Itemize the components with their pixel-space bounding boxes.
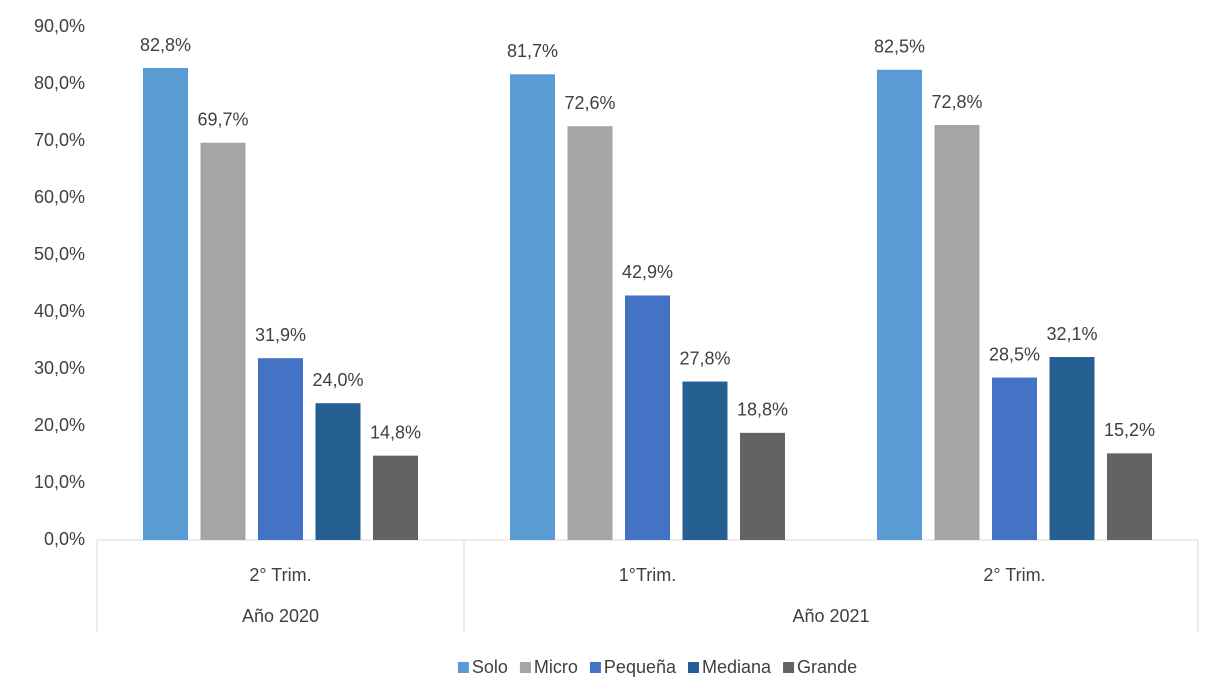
value-label: 82,8% bbox=[140, 35, 191, 55]
bar bbox=[740, 432, 785, 540]
value-label: 28,5% bbox=[989, 344, 1040, 364]
legend-label: Grande bbox=[797, 657, 857, 677]
bar bbox=[682, 381, 728, 540]
legend-swatch bbox=[589, 662, 601, 673]
y-tick-label: 50,0% bbox=[34, 244, 85, 264]
bar bbox=[143, 68, 188, 540]
y-tick-label: 70,0% bbox=[34, 130, 85, 150]
legend-label: Micro bbox=[534, 657, 578, 677]
value-label: 27,8% bbox=[679, 348, 730, 368]
legend-swatch bbox=[519, 662, 531, 673]
value-label: 42,9% bbox=[622, 262, 673, 282]
y-tick-label: 80,0% bbox=[34, 73, 85, 93]
bar bbox=[1049, 357, 1095, 540]
value-label: 82,5% bbox=[874, 37, 925, 57]
value-label: 81,7% bbox=[507, 41, 558, 61]
bar bbox=[258, 358, 303, 540]
bar bbox=[315, 403, 361, 540]
legend-swatch bbox=[688, 662, 700, 673]
legend-swatch bbox=[457, 662, 469, 673]
bar bbox=[992, 377, 1037, 540]
bar bbox=[1107, 453, 1152, 540]
bar bbox=[567, 126, 613, 541]
value-label: 69,7% bbox=[197, 109, 248, 129]
x-tick-label: 2° Trim. bbox=[249, 565, 311, 585]
value-label: 24,0% bbox=[312, 370, 363, 390]
legend-label: Mediana bbox=[702, 657, 772, 677]
y-tick-label: 30,0% bbox=[34, 358, 85, 378]
y-tick-label: 60,0% bbox=[34, 187, 85, 207]
x-tick-label: 2° Trim. bbox=[983, 565, 1045, 585]
value-label: 72,8% bbox=[931, 92, 982, 112]
bar bbox=[625, 295, 670, 540]
group-label: Año 2020 bbox=[242, 606, 319, 626]
value-label: 18,8% bbox=[737, 400, 788, 420]
y-tick-label: 20,0% bbox=[34, 415, 85, 435]
value-label: 14,8% bbox=[370, 422, 421, 442]
value-label: 31,9% bbox=[255, 325, 306, 345]
bar bbox=[934, 125, 980, 540]
value-label: 72,6% bbox=[564, 93, 615, 113]
y-tick-label: 40,0% bbox=[34, 301, 85, 321]
legend-label: Pequeña bbox=[604, 657, 677, 677]
value-label: 32,1% bbox=[1046, 324, 1097, 344]
bar bbox=[510, 74, 555, 540]
y-tick-label: 90,0% bbox=[34, 16, 85, 36]
group-label: Año 2021 bbox=[792, 606, 869, 626]
bar bbox=[200, 142, 246, 540]
y-tick-label: 0,0% bbox=[44, 529, 85, 549]
bar bbox=[373, 455, 418, 540]
legend-label: Solo bbox=[472, 657, 508, 677]
x-tick-label: 1°Trim. bbox=[619, 565, 677, 585]
y-tick-label: 10,0% bbox=[34, 472, 85, 492]
legend-swatch bbox=[783, 662, 795, 673]
value-label: 15,2% bbox=[1104, 420, 1155, 440]
bar bbox=[877, 69, 922, 540]
